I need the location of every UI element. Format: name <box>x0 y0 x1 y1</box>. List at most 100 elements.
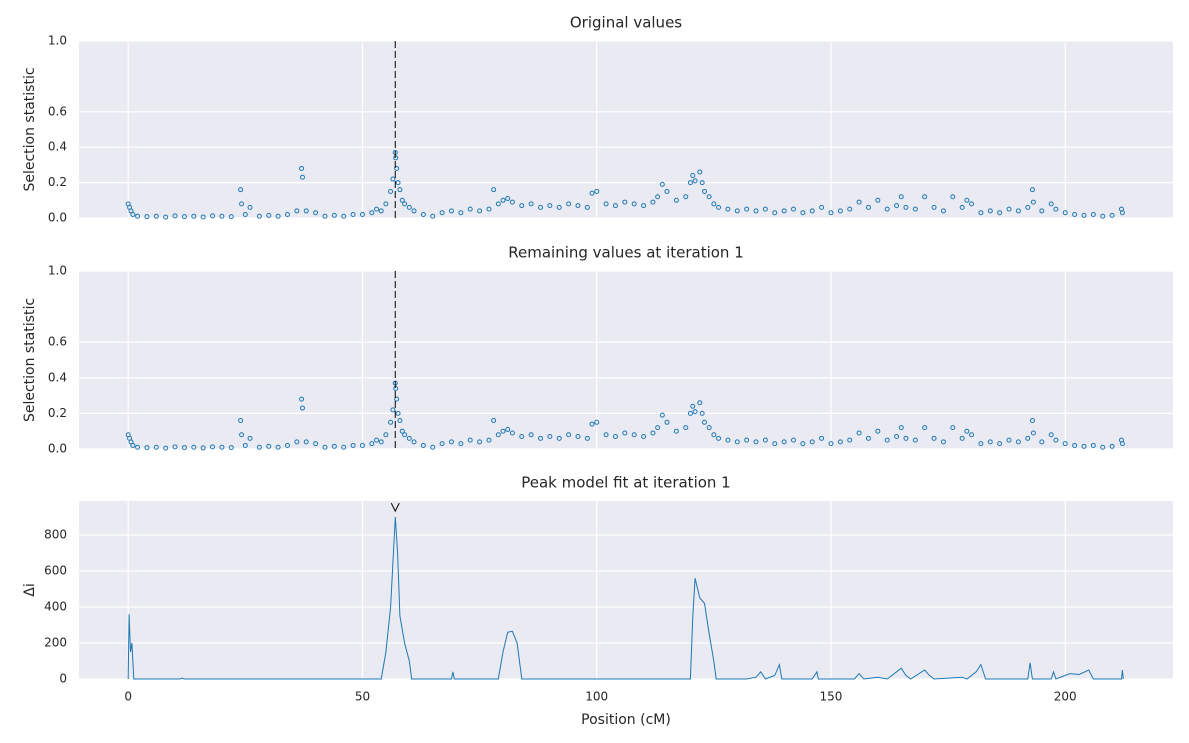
point <box>753 208 759 214</box>
point <box>390 407 396 413</box>
point <box>912 437 918 443</box>
point <box>313 210 319 216</box>
point <box>922 425 928 431</box>
point <box>566 432 572 438</box>
point <box>299 405 305 411</box>
point <box>299 165 305 171</box>
point <box>299 174 305 180</box>
y-tick-label: 200 <box>44 636 67 650</box>
line <box>127 516 1124 680</box>
point <box>458 210 464 216</box>
point <box>922 194 928 200</box>
plot-area <box>79 41 1173 218</box>
point <box>903 204 909 210</box>
point <box>1100 213 1106 219</box>
point <box>153 213 159 219</box>
point <box>350 442 356 448</box>
point <box>603 201 609 207</box>
point <box>331 212 337 218</box>
point <box>997 441 1003 447</box>
point <box>692 409 698 415</box>
point <box>1062 210 1068 216</box>
point <box>589 190 595 196</box>
point <box>898 194 904 200</box>
point <box>762 437 768 443</box>
point <box>369 210 375 216</box>
point <box>294 208 300 214</box>
point <box>341 444 347 450</box>
point <box>762 206 768 212</box>
point <box>725 206 731 212</box>
point <box>359 442 365 448</box>
point <box>584 435 590 441</box>
point <box>1109 212 1115 218</box>
point <box>622 199 628 205</box>
point <box>322 213 328 219</box>
point <box>725 437 731 443</box>
point <box>701 419 707 425</box>
point <box>631 432 637 438</box>
point <box>699 180 705 186</box>
point <box>1025 435 1031 441</box>
point <box>1030 430 1036 436</box>
point <box>1090 211 1096 217</box>
point <box>734 439 740 445</box>
point <box>734 208 740 214</box>
point <box>819 435 825 441</box>
point <box>509 199 515 205</box>
point <box>341 213 347 219</box>
point <box>399 197 405 203</box>
point <box>395 180 401 186</box>
point <box>969 432 975 438</box>
point <box>359 211 365 217</box>
point <box>1015 439 1021 445</box>
point <box>1029 187 1035 193</box>
point <box>809 439 815 445</box>
point <box>303 208 309 214</box>
point <box>650 430 656 436</box>
point <box>491 418 497 424</box>
point <box>1072 211 1078 217</box>
point <box>701 188 707 194</box>
point <box>144 214 150 220</box>
point <box>486 206 492 212</box>
point <box>350 211 356 217</box>
point <box>884 437 890 443</box>
point <box>238 187 244 193</box>
point <box>448 439 454 445</box>
point <box>537 204 543 210</box>
point <box>1039 439 1045 445</box>
y-axis-label: Selection statistic <box>22 67 38 191</box>
point <box>683 425 689 431</box>
point <box>411 208 417 214</box>
subplot-title: Peak model fit at iteration 1 <box>521 474 730 492</box>
point <box>673 428 679 434</box>
point <box>575 434 581 440</box>
point <box>219 444 225 450</box>
point <box>744 437 750 443</box>
point <box>467 206 473 212</box>
point <box>394 165 400 171</box>
point <box>500 428 506 434</box>
point <box>191 444 197 450</box>
point <box>331 443 337 449</box>
y-tick-label: 800 <box>44 528 67 542</box>
point <box>940 208 946 214</box>
point <box>589 421 595 427</box>
point <box>313 441 319 447</box>
subplot-title: Remaining values at iteration 1 <box>508 244 744 262</box>
point <box>898 425 904 431</box>
point <box>772 210 778 216</box>
point <box>420 211 426 217</box>
point <box>575 203 581 209</box>
point <box>837 439 843 445</box>
x-tick-label: 100 <box>585 690 608 704</box>
point <box>239 201 245 207</box>
x-tick-label: 150 <box>820 690 843 704</box>
point <box>950 425 956 431</box>
y-axis-label: Δi <box>22 583 38 596</box>
point <box>1039 208 1045 214</box>
point <box>383 201 389 207</box>
point <box>509 430 515 436</box>
